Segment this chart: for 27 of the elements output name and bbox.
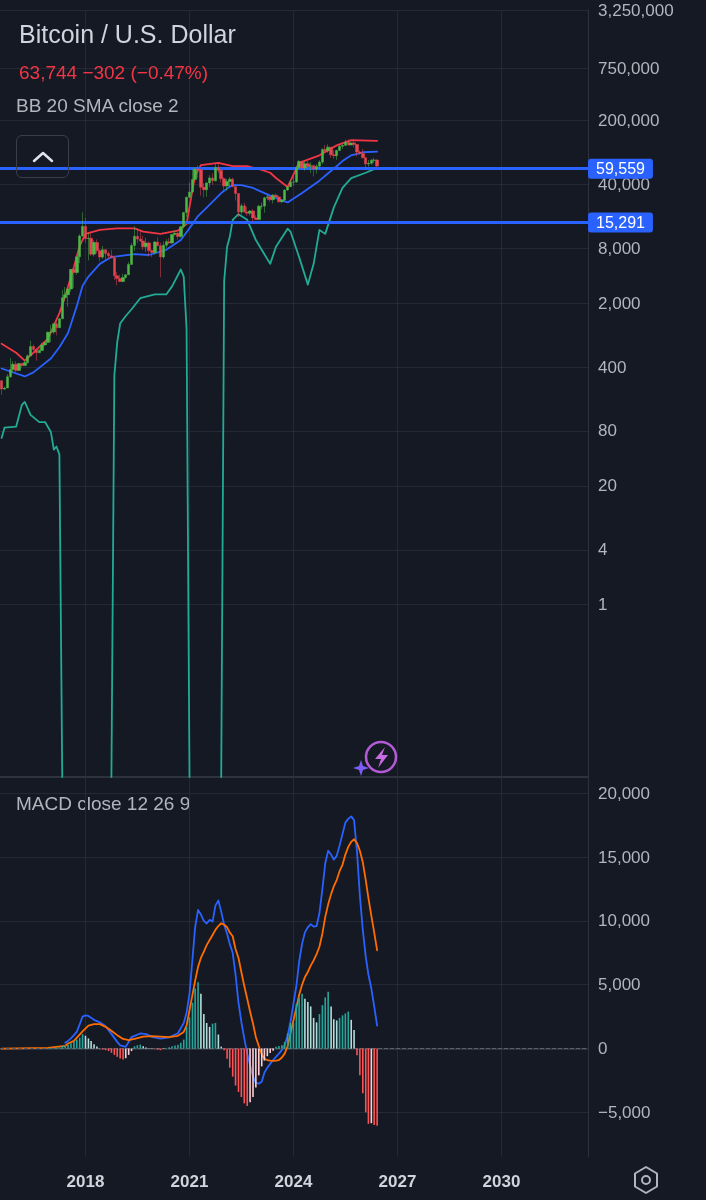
ref-line-label: 59,559: [596, 160, 646, 178]
x-tick-label: 2018: [66, 1172, 105, 1191]
y-tick-label: 200,000: [598, 111, 660, 131]
y-tick-label: 2,000: [598, 293, 641, 313]
y-tick-label: 20,000: [598, 783, 650, 803]
y-tick-label: 8,000: [598, 238, 641, 258]
y-tick-label: 0: [598, 1039, 608, 1059]
text: 63,744 −302 (−0.47%): [19, 62, 209, 83]
chart-title: Bitcoin / U.S. Dollar: [19, 19, 236, 48]
annotation: BB 20 SMA close 2: [16, 95, 179, 116]
y-tick-label: 20: [598, 476, 617, 496]
y-tick-label: 10,000: [598, 911, 650, 931]
y-tick-label: −5,000: [598, 1102, 651, 1122]
y-tick-label: 750,000: [598, 58, 660, 78]
y-tick-label: 4: [598, 540, 608, 560]
y-tick-label: 3,250,000: [598, 0, 674, 20]
y-tick-label: 1: [598, 595, 608, 615]
x-tick-label: 2024: [274, 1172, 313, 1191]
y-tick-label: 5,000: [598, 975, 641, 995]
annotation: MACD close 12 26 9: [16, 793, 191, 814]
x-tick-label: 2027: [378, 1172, 417, 1191]
y-tick-label: 80: [598, 421, 617, 441]
x-tick-label: 2021: [170, 1172, 209, 1191]
y-tick-label: 15,000: [598, 847, 650, 867]
x-tick-label: 2030: [482, 1172, 521, 1191]
y-tick-label: 400: [598, 357, 627, 377]
ref-line-label: 15,291: [596, 214, 646, 232]
